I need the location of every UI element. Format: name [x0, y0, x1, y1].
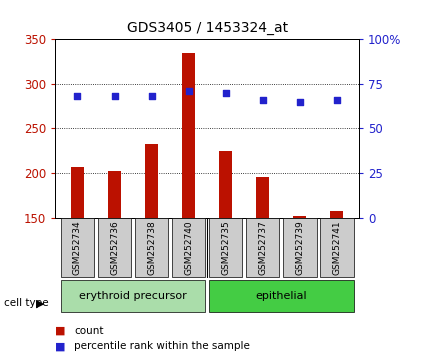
Text: GSM252735: GSM252735 — [221, 221, 230, 275]
Text: GSM252740: GSM252740 — [184, 221, 193, 275]
Bar — [209, 280, 354, 312]
Text: ■: ■ — [55, 326, 66, 336]
Bar — [61, 280, 205, 312]
Point — [296, 99, 303, 104]
Bar — [283, 218, 317, 277]
Bar — [145, 144, 158, 352]
Text: cell type: cell type — [4, 298, 49, 308]
Bar — [98, 218, 131, 277]
Bar — [172, 218, 205, 277]
Bar — [108, 171, 121, 352]
Bar — [209, 218, 242, 277]
Text: GSM252739: GSM252739 — [295, 221, 304, 275]
Bar — [71, 167, 84, 352]
Text: GSM252737: GSM252737 — [258, 221, 267, 275]
Bar — [135, 218, 168, 277]
Point — [185, 88, 192, 93]
Point — [222, 90, 229, 96]
Point — [334, 97, 340, 103]
Bar — [293, 216, 306, 352]
Text: erythroid precursor: erythroid precursor — [79, 291, 187, 301]
Bar — [61, 218, 94, 277]
Point — [74, 93, 81, 99]
Text: ■: ■ — [55, 341, 66, 351]
Bar — [246, 218, 280, 277]
Bar — [256, 177, 269, 352]
Title: GDS3405 / 1453324_at: GDS3405 / 1453324_at — [127, 21, 288, 35]
Text: percentile rank within the sample: percentile rank within the sample — [74, 341, 250, 351]
Bar — [320, 218, 354, 277]
Text: ▶: ▶ — [36, 298, 45, 308]
Bar — [330, 211, 343, 352]
Bar — [219, 151, 232, 352]
Point — [148, 93, 155, 99]
Text: count: count — [74, 326, 104, 336]
Text: GSM252734: GSM252734 — [73, 221, 82, 275]
Text: GSM252741: GSM252741 — [332, 221, 341, 275]
Text: GSM252738: GSM252738 — [147, 221, 156, 275]
Bar — [182, 53, 195, 352]
Text: epithelial: epithelial — [255, 291, 307, 301]
Point — [259, 97, 266, 103]
Point — [111, 93, 118, 99]
Text: GSM252736: GSM252736 — [110, 221, 119, 275]
